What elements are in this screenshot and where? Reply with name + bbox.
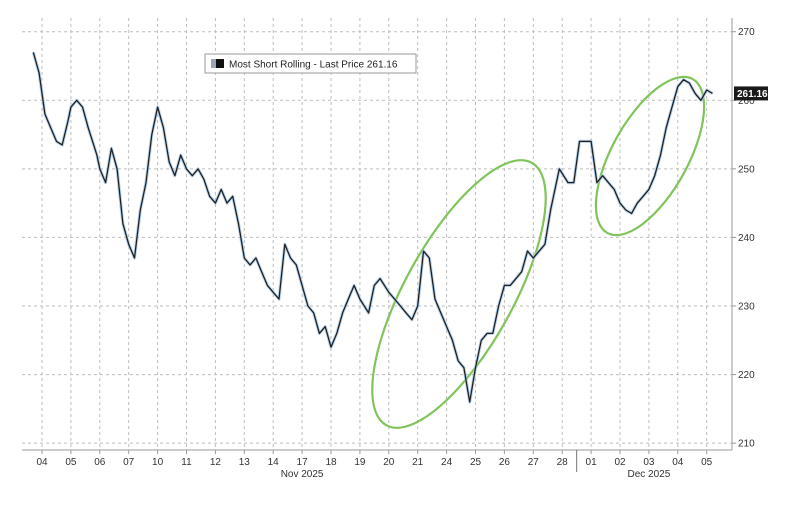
x-tick-label: 10: [152, 457, 164, 468]
x-axis: 04 05 06 07 10 11 12 13 14 17 18 19 20 21 24 25 26 27 28 01…: [36, 450, 713, 480]
y-tick-label: 260: [738, 96, 755, 107]
x-tick-label: 03: [643, 457, 655, 468]
x-tick-label: 14: [268, 457, 280, 468]
x-tick-label: 24: [441, 457, 453, 468]
last-price-marker: 261.16: [734, 86, 768, 101]
price-line: [32, 52, 713, 403]
x-group-label: Nov 2025: [281, 469, 324, 480]
last-price-label: 261.16: [737, 89, 768, 100]
y-tick-label: 230: [738, 302, 755, 313]
x-tick-label: 07: [123, 457, 135, 468]
x-tick-label: 04: [672, 457, 684, 468]
x-tick-label: 06: [94, 457, 106, 468]
series-layer: [31, 51, 714, 404]
grid: [22, 18, 733, 451]
x-tick-label: 20: [383, 457, 395, 468]
x-tick-label: 05: [701, 457, 713, 468]
x-tick-label: 13: [239, 457, 251, 468]
x-tick-label: 01: [586, 457, 598, 468]
y-tick-label: 250: [738, 164, 755, 175]
legend-box: [204, 53, 417, 74]
x-tick-label: 12: [210, 457, 222, 468]
x-tick-label: 02: [614, 457, 626, 468]
last-price-box: [734, 86, 768, 101]
x-tick-label: 18: [325, 457, 337, 468]
x-tick-label: 26: [499, 457, 511, 468]
highlight-ellipse-rally-dec: [594, 75, 706, 237]
y-tick-label: 240: [738, 233, 755, 244]
x-tick-label: 28: [557, 457, 569, 468]
legend-label: Most Short Rolling - Last Price 261.16: [229, 60, 398, 71]
x-tick-label: 17: [297, 457, 309, 468]
y-tick-label: 270: [738, 27, 755, 38]
x-tick-label: 11: [181, 457, 192, 468]
price-line-halo: [31, 51, 714, 404]
highlight-ellipse-rally-nov: [371, 159, 547, 429]
legend-swatch-halo: [211, 59, 217, 68]
y-tick-label: 220: [738, 370, 755, 381]
x-tick-label: 27: [528, 457, 540, 468]
x-group-label: Dec 2025: [627, 469, 670, 480]
y-axis: 210 220 230 240 250 260 270: [732, 27, 755, 450]
x-tick-label: 04: [36, 457, 48, 468]
x-tick-label: 21: [412, 457, 424, 468]
x-tick-label: 25: [470, 457, 482, 468]
x-tick-label: 05: [65, 457, 77, 468]
legend-swatch: [216, 59, 224, 68]
x-tick-label: 19: [354, 457, 366, 468]
y-tick-label: 210: [738, 439, 755, 450]
highlight-ellipses: [371, 75, 706, 429]
legend: Most Short Rolling - Last Price 261.16: [204, 53, 417, 74]
